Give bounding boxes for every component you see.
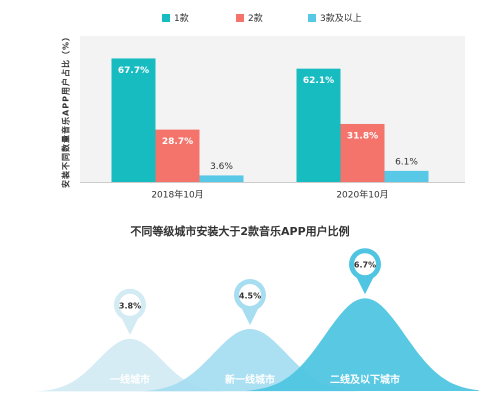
pin [121, 316, 139, 335]
legend-label: 2款 [248, 12, 263, 24]
bar [340, 123, 385, 182]
x-tick-label: 2018年10月 [151, 189, 203, 201]
data-label: 6.1% [395, 157, 418, 167]
pin [356, 276, 374, 295]
data-label: 6.7% [354, 261, 376, 270]
data-label: 28.7% [162, 137, 193, 147]
data-label: 31.8% [347, 131, 378, 141]
legend-swatch [162, 14, 170, 22]
y-axis-label: 安装不同数量音乐APP用户占比（%） [61, 32, 71, 188]
bar [155, 129, 200, 182]
pin-inner [239, 284, 261, 306]
data-label: 3.6% [210, 162, 233, 172]
legend-label: 1款 [174, 12, 189, 24]
data-label: 3.8% [119, 301, 141, 310]
category-label: 一线城市 [110, 373, 150, 386]
bell [245, 298, 479, 391]
data-label: 4.5% [239, 292, 261, 301]
bell [35, 338, 225, 392]
bar [296, 68, 341, 182]
pin [241, 307, 259, 325]
bar [199, 175, 244, 182]
legend-swatch [236, 14, 244, 22]
bar [111, 58, 156, 183]
pin-inner [354, 253, 376, 276]
x-tick-label: 2020年10月 [336, 189, 388, 201]
data-label: 62.1% [303, 76, 334, 86]
chart-title: 不同等级城市安装大于2款音乐APP用户比例 [130, 224, 349, 238]
pin-inner [119, 293, 141, 316]
category-label: 新一线城市 [225, 373, 275, 386]
data-label: 67.7% [118, 66, 149, 76]
category-label: 二线及以下城市 [330, 373, 400, 386]
legend-label: 3款及以上 [320, 12, 362, 24]
bar [384, 170, 429, 182]
legend-swatch [308, 14, 316, 22]
